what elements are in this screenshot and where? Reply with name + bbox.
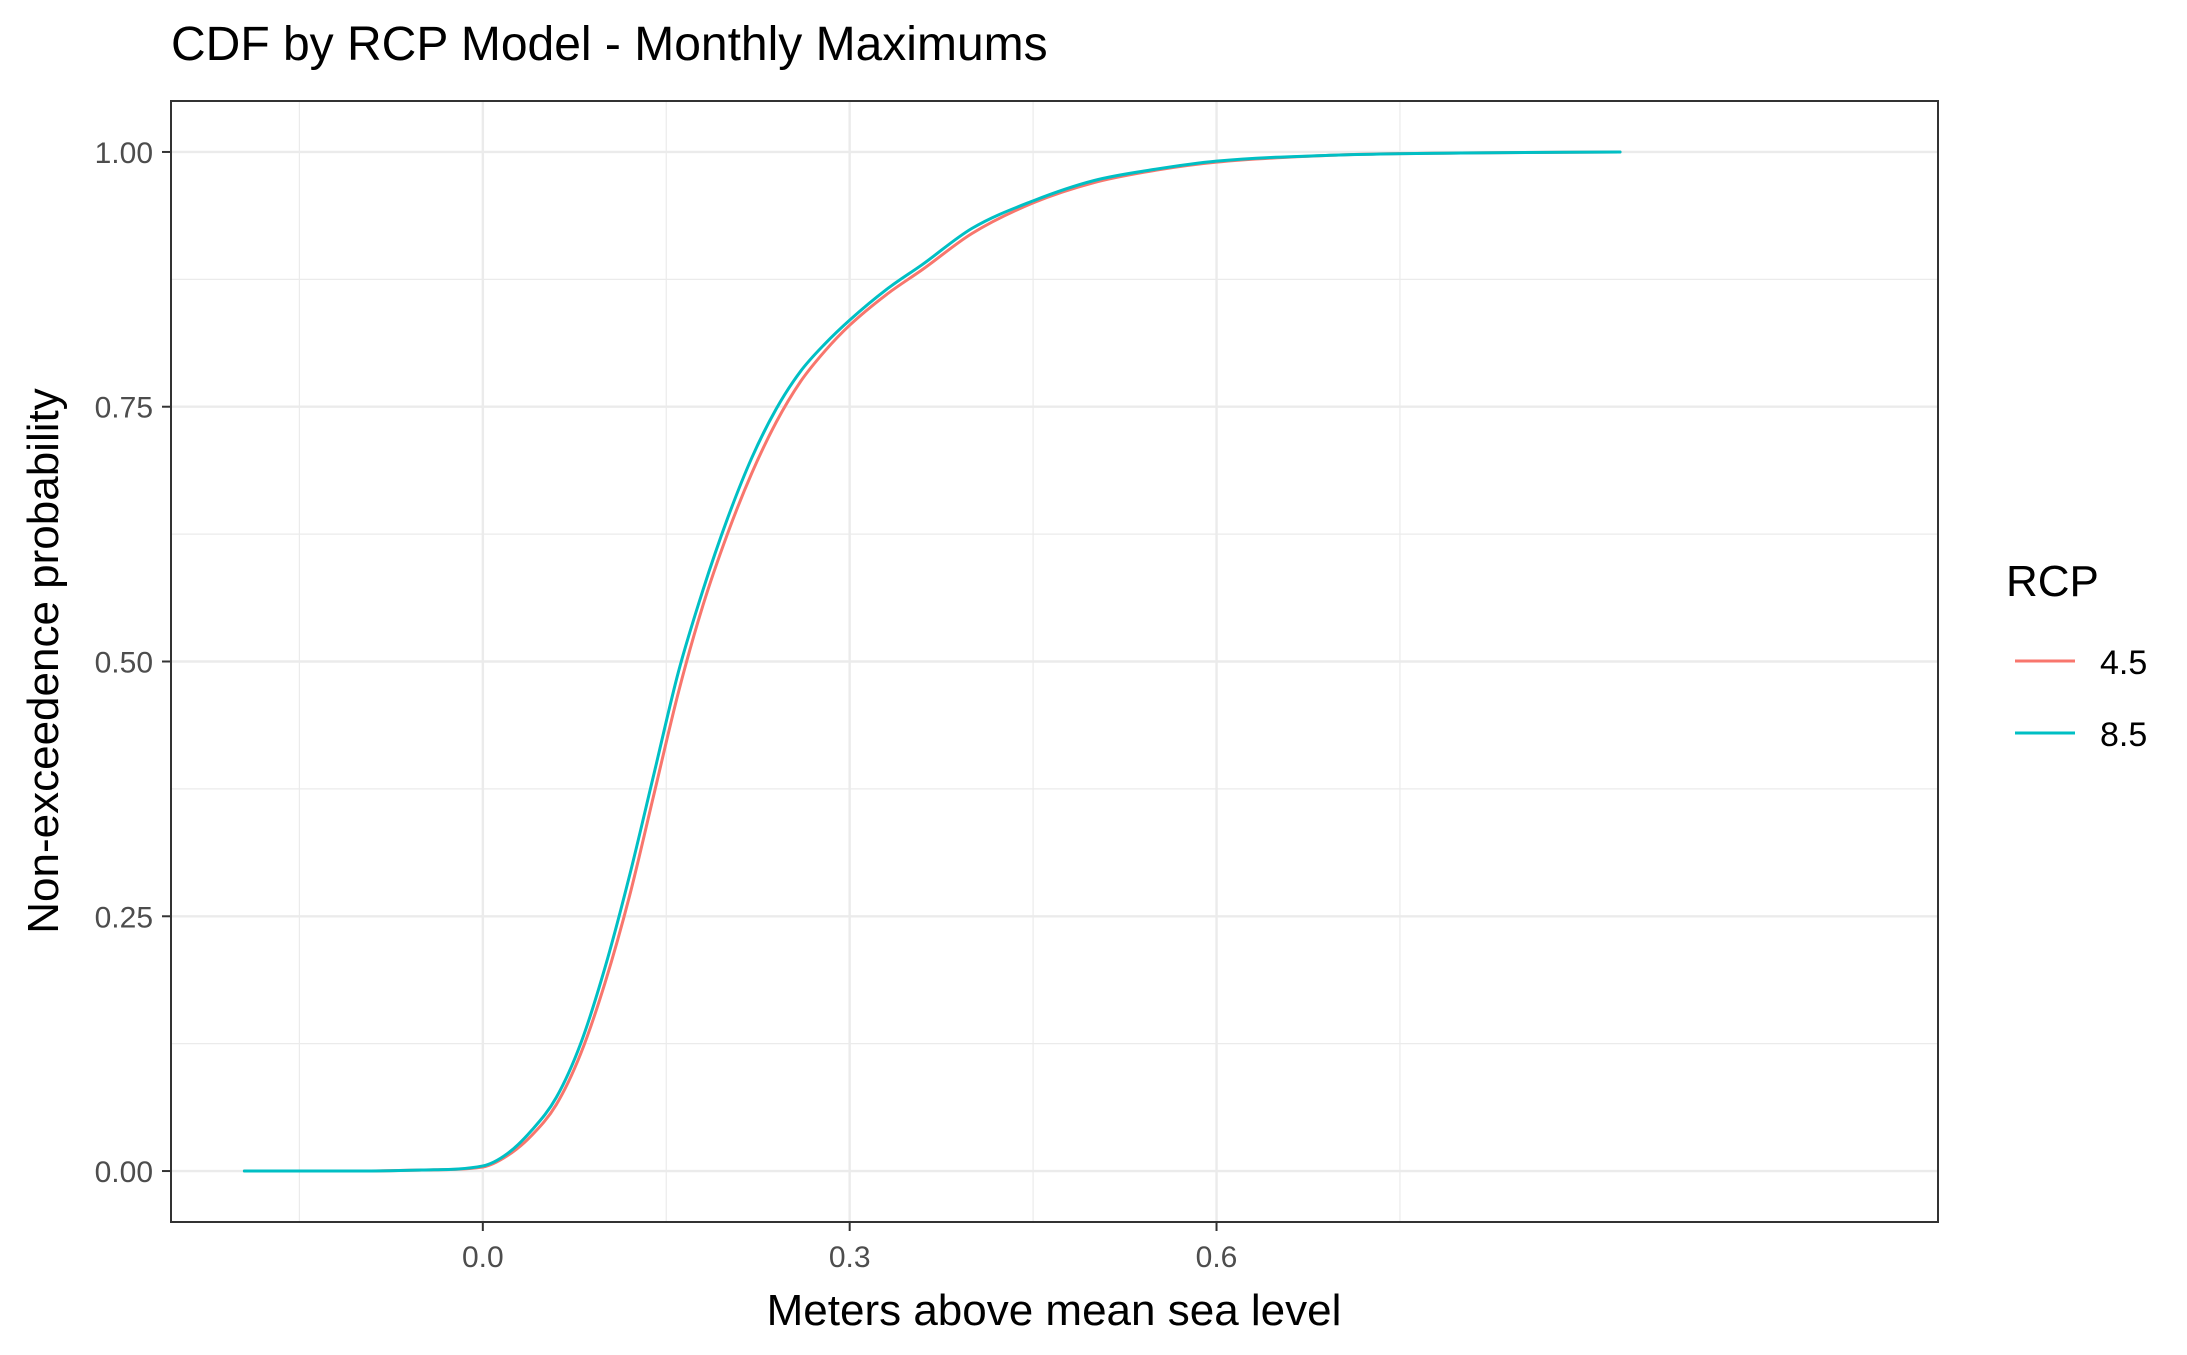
tick-layer: 0.0 0.3 0.6 0.00 0.25 0.50 0.75 1.00 <box>95 137 1238 1274</box>
legend-title: RCP <box>2006 557 2099 606</box>
x-tick-label: 0.0 <box>462 1241 504 1274</box>
x-tick-label: 0.6 <box>1196 1241 1238 1274</box>
y-tick-label: 0.00 <box>95 1156 153 1189</box>
legend-label-4-5: 4.5 <box>2100 644 2147 682</box>
y-tick-label: 1.00 <box>95 137 153 170</box>
y-tick-label: 0.50 <box>95 647 153 680</box>
y-axis-label: Non-exceedence probability <box>19 388 68 933</box>
series-layer <box>242 150 1622 1173</box>
chart-title: CDF by RCP Model - Monthly Maximums <box>171 18 1048 71</box>
grid-layer <box>171 101 1938 1222</box>
legend: RCP 4.5 8.5 <box>2006 557 2147 754</box>
legend-label-8-5: 8.5 <box>2100 716 2147 754</box>
x-axis-label: Meters above mean sea level <box>767 1286 1342 1335</box>
y-tick-label: 0.75 <box>95 392 153 425</box>
series-line-8-5 <box>242 150 1622 1173</box>
x-tick-label: 0.3 <box>829 1241 871 1274</box>
y-tick-label: 0.25 <box>95 901 153 934</box>
